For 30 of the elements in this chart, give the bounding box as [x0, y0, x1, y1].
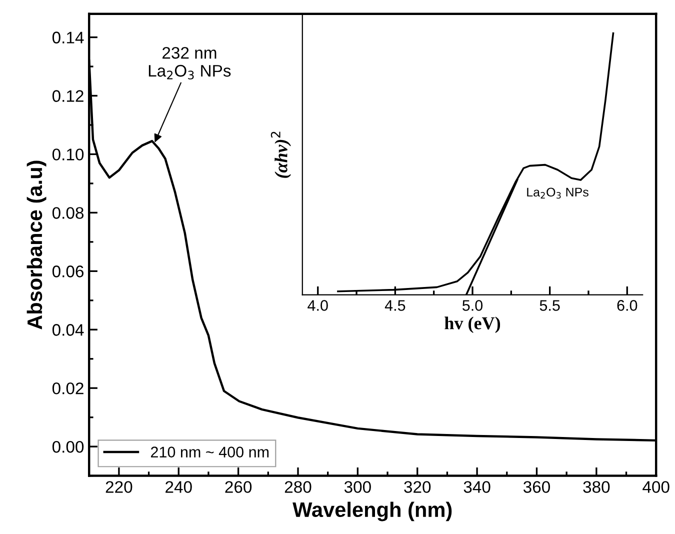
x-tick-label: 5.5: [540, 300, 560, 311]
x-tick-label: 320: [404, 481, 431, 493]
y-tick-label: 0.14: [52, 32, 84, 44]
x-tick-label: 260: [225, 481, 252, 493]
x-tick-label: 240: [166, 481, 192, 493]
x-tick-label: 340: [464, 481, 490, 493]
y-tick-label: 0.04: [52, 324, 84, 336]
x-tick-label: 400: [642, 481, 670, 493]
x-tick-label: 5.0: [462, 300, 483, 311]
annotation: 232 nm La$_{2}$O$_{3}$ NPs: [148, 46, 231, 80]
y-tick-label: 0.10: [52, 148, 84, 160]
y-axis-title: (αhv)$^{2}$: [270, 132, 292, 178]
y-tick-label: 0.06: [52, 266, 84, 278]
y-tick-label: 0.08: [52, 207, 84, 219]
x-axis-title: Wavelengh (nm): [292, 502, 452, 522]
y-tick-label: 0.00: [52, 440, 84, 453]
x-tick-label: 360: [523, 481, 550, 493]
y-axis-title: Absorbance (a.u): [26, 160, 46, 330]
x-tick-label: 300: [344, 481, 371, 493]
x-axis-title: hv (eV): [444, 316, 500, 334]
y-tick-label: 0.12: [52, 90, 84, 102]
x-tick-label: 4.5: [384, 300, 406, 311]
x-tick-label: 6.0: [617, 300, 638, 311]
y-tick-label: 0.02: [52, 382, 84, 394]
x-tick-label: 280: [284, 481, 312, 493]
x-tick-label: 220: [106, 481, 132, 493]
legend-label: 210 nm ~ 400 nm: [150, 446, 269, 458]
x-tick-label: 4.0: [308, 300, 328, 311]
annotation: La$_{2}$O$_{3}$ NPs: [527, 188, 588, 199]
x-tick-label: 380: [583, 481, 610, 493]
